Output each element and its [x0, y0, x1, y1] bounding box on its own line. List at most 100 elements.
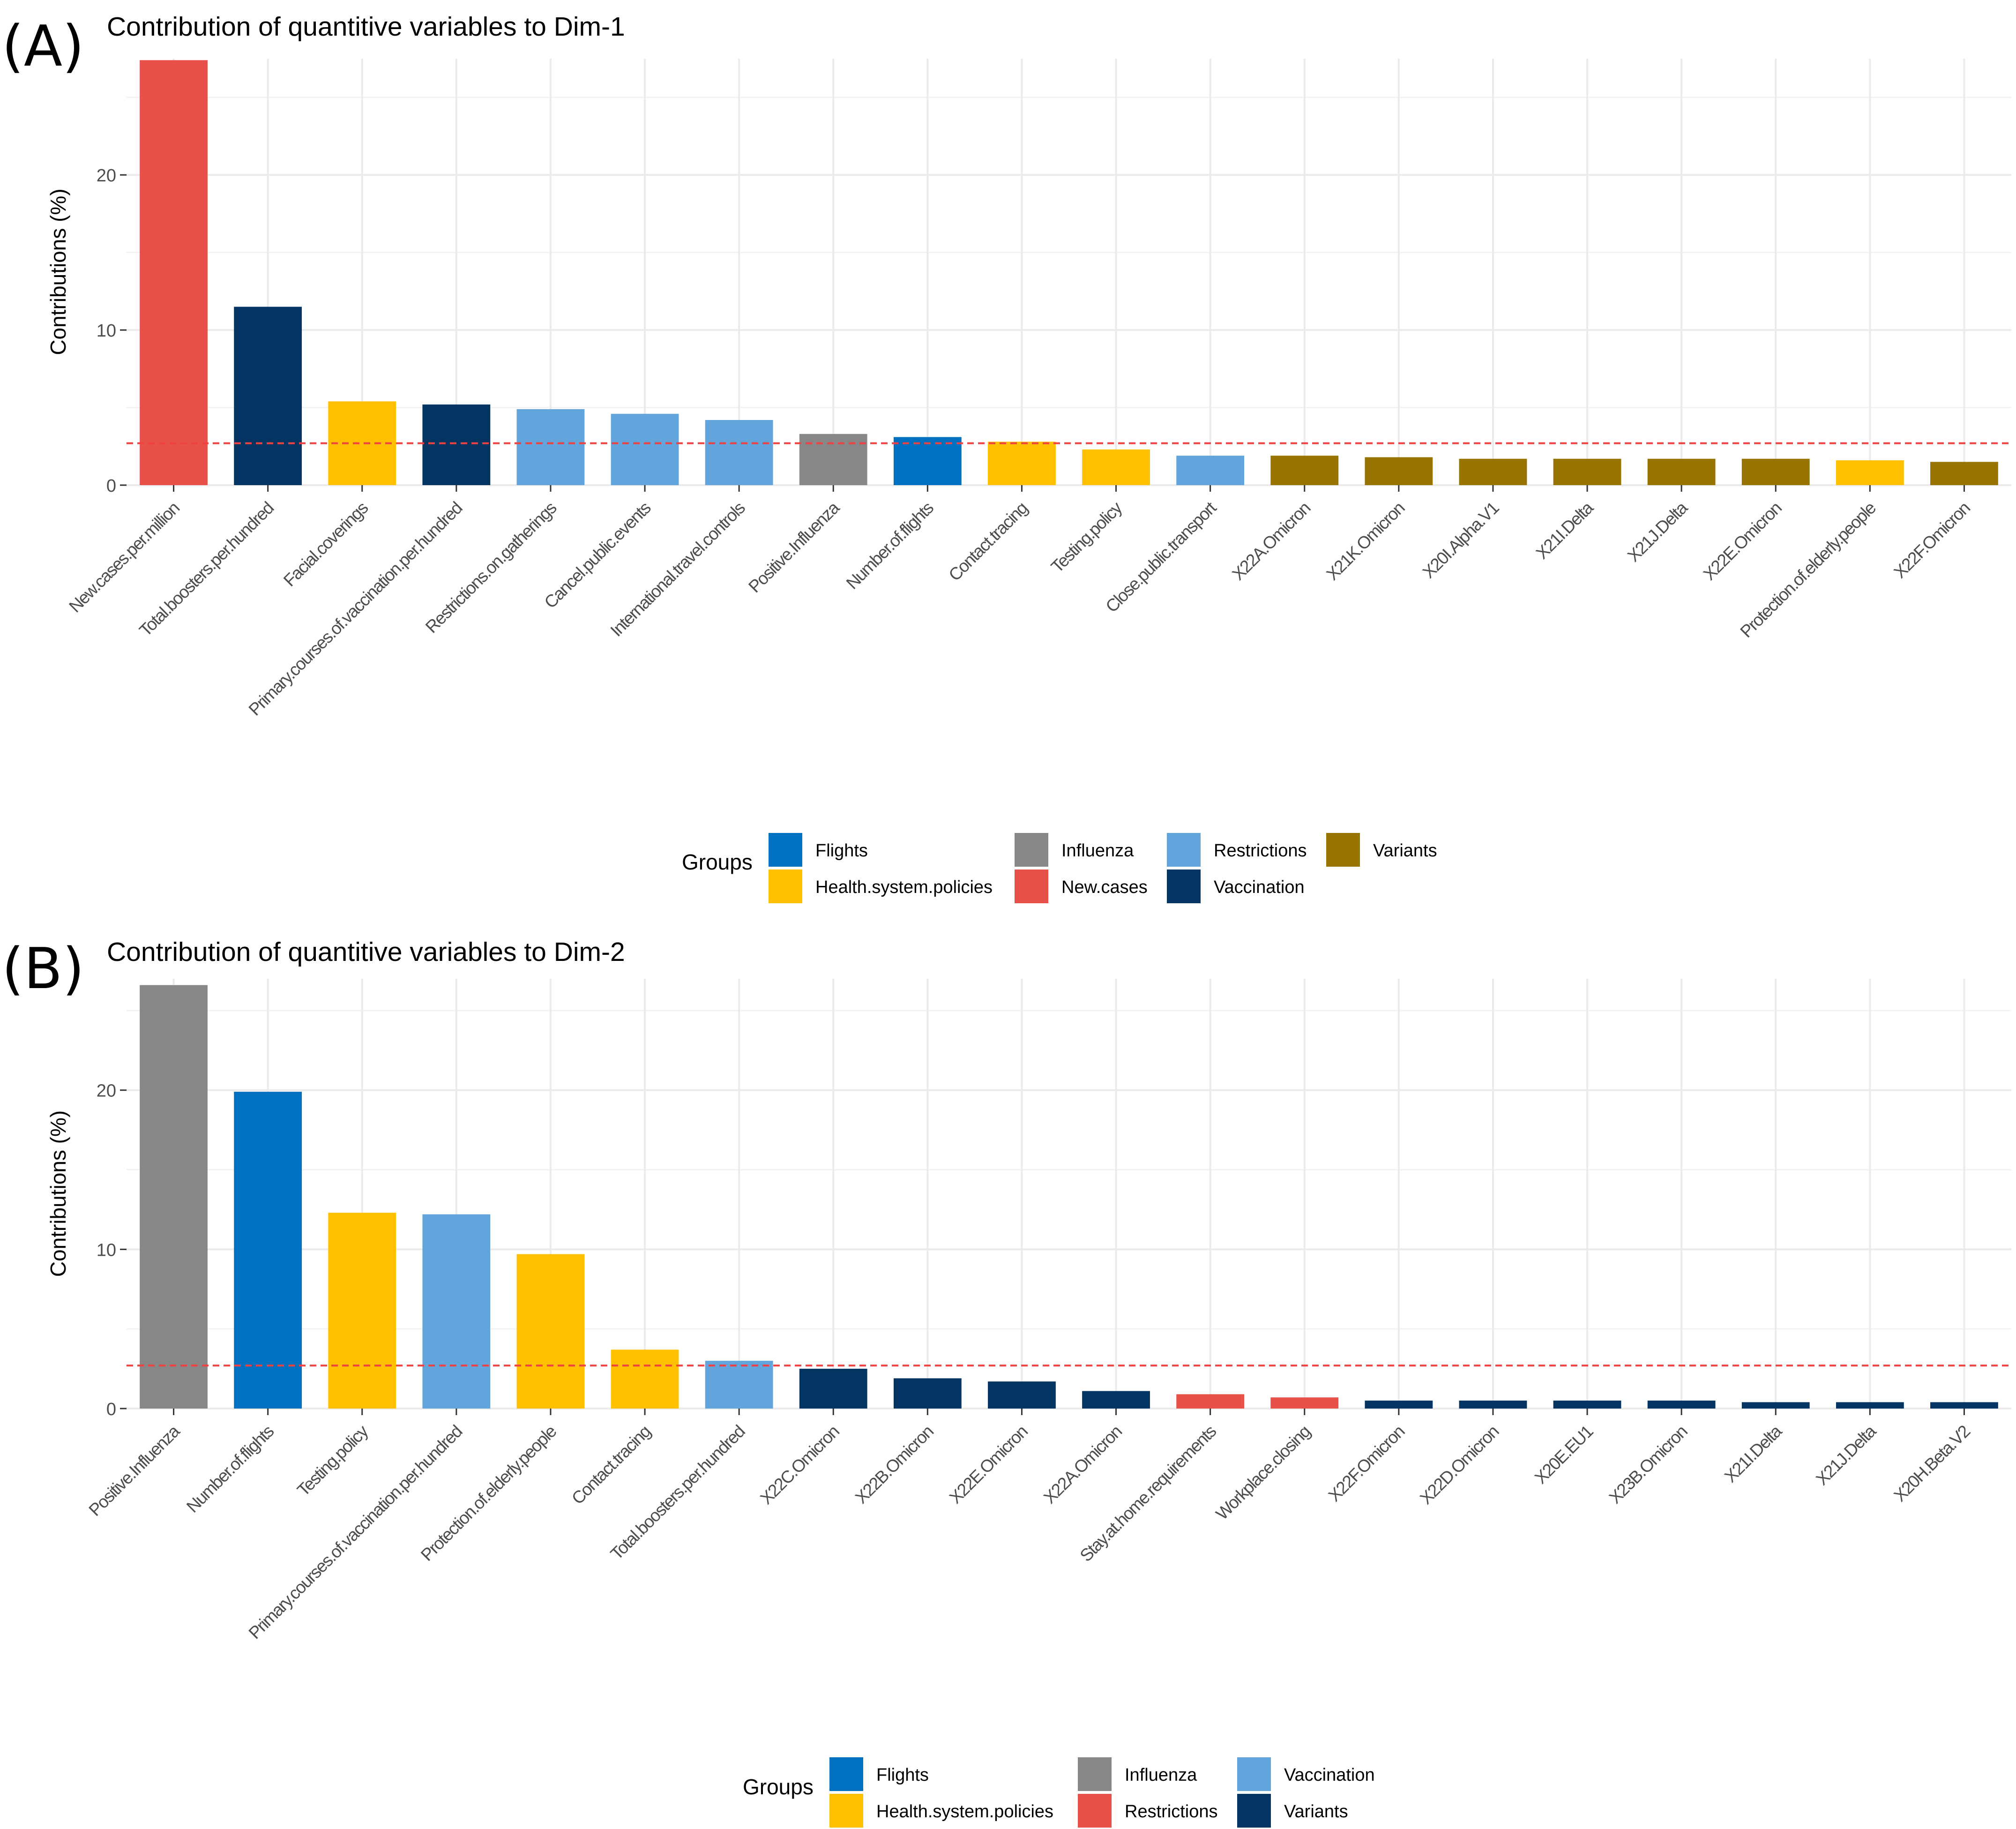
bar: [893, 1378, 962, 1409]
x-tick-label: X21J.Delta: [1812, 1421, 1880, 1489]
x-tick-label: X22F.Omicron: [1325, 1422, 1408, 1505]
legend-key: [1015, 833, 1048, 867]
bar: [1082, 1391, 1150, 1409]
bar: [328, 1213, 396, 1409]
legend-title: Groups: [743, 1775, 814, 1799]
x-tick-label: Contact.tracing: [945, 498, 1031, 585]
bar: [611, 1349, 679, 1409]
legend-key: [1078, 1757, 1112, 1791]
bar: [1836, 1402, 1904, 1409]
legend-key: [829, 1757, 863, 1791]
legend-key: [1167, 833, 1201, 867]
x-tick-label: X22E.Omicron: [1700, 498, 1785, 584]
x-tick-label: X22D.Omicron: [1416, 1422, 1502, 1508]
bar: [140, 60, 208, 486]
x-tick-label: Positive.Influenza: [745, 498, 843, 596]
y-tick-label: 20: [97, 1081, 116, 1101]
legend-key: [769, 870, 802, 903]
panel-b-label: (B): [2, 937, 84, 1002]
bar: [1176, 1394, 1245, 1409]
bar: [516, 1254, 585, 1409]
bar: [1647, 1401, 1716, 1409]
x-tick-label: Primary.courses.of.vaccination.per.hundr…: [245, 498, 466, 719]
bar: [1741, 458, 1810, 485]
y-tick-label: 10: [97, 1240, 116, 1260]
y-tick-label: 0: [106, 476, 116, 496]
x-tick-label: X22C.Omicron: [756, 1422, 843, 1508]
bar: [422, 404, 491, 485]
legend-label: Flights: [876, 1765, 929, 1785]
x-tick-label: X21K.Omicron: [1322, 498, 1408, 584]
bar: [1930, 1402, 1998, 1409]
bar: [1930, 462, 1998, 485]
legend-key: [1326, 833, 1360, 867]
bar: [516, 409, 585, 485]
panel-a-label: (A): [2, 14, 84, 79]
legend-label: Health.system.policies: [876, 1802, 1053, 1822]
y-axis-title: Contributions (%): [46, 188, 70, 355]
bar: [234, 1092, 302, 1409]
x-tick-label: Number.of.flights: [843, 498, 937, 593]
x-tick-label: X22F.Omicron: [1890, 498, 1973, 582]
bar: [893, 437, 962, 485]
bar: [234, 307, 302, 485]
bar: [1365, 1401, 1433, 1409]
x-tick-label: X23B.Omicron: [1605, 1422, 1691, 1507]
panel-a-title: Contribution of quantitive variables to …: [107, 12, 625, 42]
legend-key: [1078, 1794, 1112, 1828]
y-tick-label: 20: [97, 166, 116, 186]
legend-key: [829, 1794, 863, 1828]
bar: [1459, 458, 1527, 485]
chart-panel-b: 0 10 20 Contributions (%) Positive.Influenza…: [46, 979, 2011, 1828]
legend-label: Flights: [815, 841, 868, 861]
bar: [705, 1361, 773, 1409]
y-axis-title: Contributions (%): [46, 1110, 70, 1277]
x-tick-label: X22E.Omicron: [946, 1422, 1031, 1507]
legend-key: [1237, 1794, 1271, 1828]
legend-label: New.cases: [1061, 877, 1148, 897]
x-tick-label: Contact.tracing: [568, 1422, 654, 1508]
bar: [1836, 460, 1904, 485]
x-tick-label: X20I.Alpha.V1: [1419, 498, 1502, 582]
x-tick-label: Number.of.flights: [183, 1422, 277, 1516]
x-tick-label: X20E.EU1: [1531, 1422, 1597, 1487]
x-tick-label: Primary.courses.of.vaccination.per.hundr…: [245, 1422, 466, 1642]
legend-label: Restrictions: [1214, 841, 1307, 861]
x-tick-label: Positive.Influenza: [85, 1421, 184, 1520]
legend-key: [1015, 870, 1048, 903]
x-tick-label: X21J.Delta: [1624, 498, 1692, 566]
legend-label: Restrictions: [1125, 1802, 1218, 1822]
legend-label: Vaccination: [1214, 877, 1305, 897]
bar: [328, 401, 396, 485]
bar: [422, 1214, 491, 1409]
panel-b-title: Contribution of quantitive variables to …: [107, 937, 625, 967]
x-tick-label: Testing.policy: [1047, 498, 1126, 577]
legend-key: [1167, 870, 1201, 903]
bar: [1176, 456, 1245, 485]
x-tick-label: X21I.Delta: [1721, 1421, 1786, 1486]
y-tick-label: 0: [106, 1400, 116, 1419]
bar: [1741, 1402, 1810, 1409]
x-tick-label: X22A.Omicron: [1040, 1422, 1125, 1507]
legend-label: Variants: [1373, 841, 1437, 861]
bar: [1082, 449, 1150, 485]
legend-label: Influenza: [1061, 841, 1134, 861]
legend-label: Vaccination: [1284, 1765, 1375, 1785]
x-tick-label: X22B.Omicron: [851, 1422, 937, 1507]
bar: [799, 434, 867, 485]
legend-key: [1237, 1757, 1271, 1791]
bar: [705, 420, 773, 485]
bar: [1270, 1397, 1339, 1409]
bar: [1553, 458, 1621, 485]
legend-label: Influenza: [1125, 1765, 1197, 1785]
bar: [1270, 456, 1339, 485]
bar: [1459, 1401, 1527, 1409]
bar: [988, 1381, 1056, 1409]
legend-title: Groups: [682, 850, 753, 874]
x-tick-label: Workplace.closing: [1212, 1422, 1314, 1523]
bar: [1647, 458, 1716, 485]
legend-label: Variants: [1284, 1802, 1348, 1822]
legend-label: Health.system.policies: [815, 877, 993, 897]
